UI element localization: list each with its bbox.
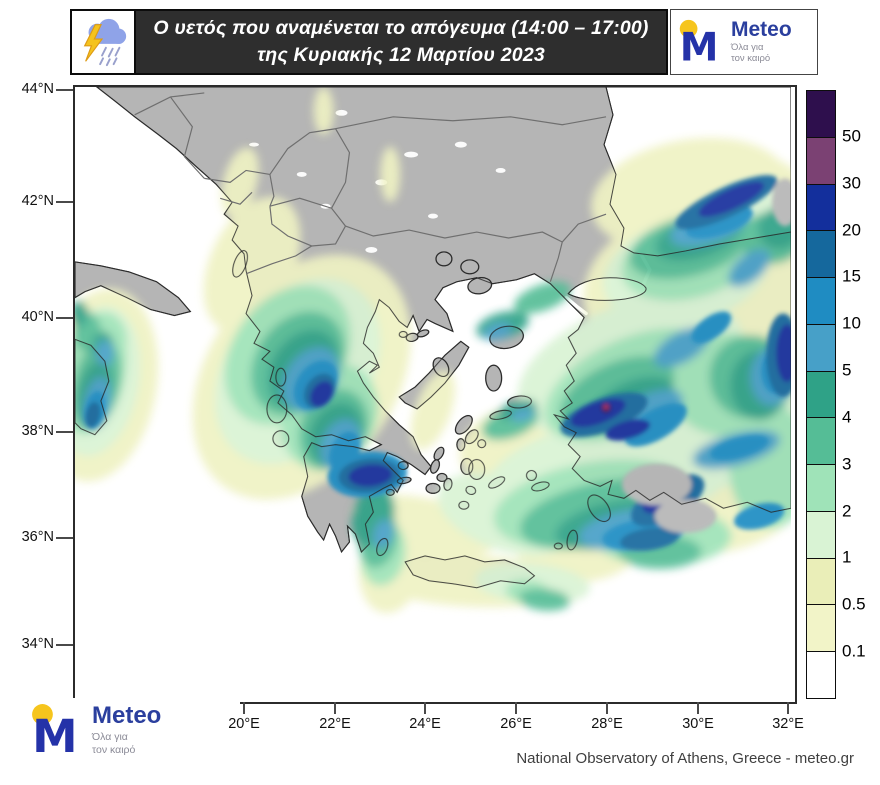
legend-segment	[807, 91, 835, 137]
latitude-label: 34°N	[21, 636, 54, 652]
legend-value: 50	[842, 126, 861, 146]
legend-segment	[807, 370, 835, 418]
legend-value: 1	[842, 548, 852, 568]
legend-value: 3	[842, 454, 852, 474]
map-frame	[73, 85, 797, 704]
legend-segment	[807, 323, 835, 371]
legend-value: 0.5	[842, 594, 866, 614]
longitude-tick	[697, 702, 699, 714]
precipitation-map	[75, 87, 791, 698]
legend-value: 2	[842, 501, 852, 521]
meteo-logo-text: Meteo Όλα για τον καιρό	[92, 702, 162, 756]
legend-value: 0.1	[842, 641, 866, 661]
legend-segment	[807, 604, 835, 652]
latitude-label: 42°N	[21, 193, 54, 209]
legend-segment	[807, 230, 835, 278]
title-line-1: Ο υετός που αναμένεται το απόγευμα (14:0…	[153, 17, 649, 40]
legend-segment	[807, 136, 835, 184]
legend-value: 5	[842, 360, 852, 380]
legend-segment	[807, 464, 835, 511]
legend-value: 10	[842, 313, 861, 333]
legend-segment	[807, 557, 835, 605]
meteo-monogram-icon: M	[679, 19, 719, 65]
longitude-label: 26°E	[500, 716, 532, 732]
longitude-tick	[424, 702, 426, 714]
latitude-label: 36°N	[21, 529, 54, 545]
meteo-monogram-icon: M	[32, 704, 78, 757]
logo-tagline: Όλα για τον καιρό	[92, 731, 136, 756]
longitude-label: 24°E	[409, 716, 441, 732]
longitude-label: 32°E	[772, 716, 804, 732]
longitude-label: 28°E	[591, 716, 623, 732]
longitude-tick	[515, 702, 517, 714]
legend-segment	[807, 277, 835, 324]
longitude-label: 22°E	[319, 716, 351, 732]
meteo-logo-bottom: M Meteo Όλα για τον καιρό	[26, 698, 240, 762]
longitude-tick	[606, 702, 608, 714]
svg-text:M: M	[680, 26, 719, 65]
latitude-tick	[56, 89, 73, 91]
legend-segment	[807, 510, 835, 558]
storm-cloud-lightning-icon	[83, 18, 127, 67]
latitude-label: 44°N	[21, 81, 54, 97]
longitude-label: 30°E	[682, 716, 714, 732]
legend-segment	[807, 183, 835, 231]
rain-peak-spot	[603, 404, 609, 410]
latitude-tick	[56, 537, 73, 539]
legend-segment	[807, 651, 835, 698]
legend-value: 4	[842, 407, 852, 427]
legend-value: 30	[842, 173, 861, 193]
dardanelles-strait	[564, 295, 588, 316]
dry-land-patches	[621, 178, 791, 534]
latitude-tick	[56, 201, 73, 203]
title-line-2: της Κυριακής 12 Μαρτίου 2023	[257, 44, 545, 66]
storm-icon-cell	[72, 11, 136, 73]
credit-text: National Observatory of Athens, Greece -…	[516, 750, 854, 767]
latitude-tick	[56, 431, 73, 433]
latitude-tick	[56, 317, 73, 319]
country-borders	[134, 92, 607, 282]
latitude-label: 38°N	[21, 423, 54, 439]
longitude-tick	[243, 702, 245, 714]
meteo-logo-top: M Meteo Όλα για τον καιρό	[670, 9, 818, 75]
longitude-tick	[787, 702, 789, 714]
legend-value: 20	[842, 220, 861, 240]
latitude-tick	[56, 644, 73, 646]
title-bar: Ο υετός που αναμένεται το απόγευμα (14:0…	[70, 9, 668, 75]
colorbar	[806, 90, 836, 699]
map-title: Ο υετός που αναμένεται το απόγευμα (14:0…	[136, 11, 666, 73]
meteo-logo-text: Meteo Όλα για τον καιρό	[731, 19, 792, 65]
logo-name: Meteo	[731, 18, 792, 42]
longitude-label: 20°E	[228, 716, 260, 732]
latitude-label: 40°N	[21, 309, 54, 325]
legend-segment	[807, 417, 835, 465]
legend-value: 15	[842, 266, 861, 286]
coastline-layer	[75, 87, 791, 589]
logo-name: Meteo	[92, 702, 162, 730]
longitude-tick	[334, 702, 336, 714]
logo-tagline: Όλα για τον καιρό	[731, 42, 771, 64]
svg-text:M: M	[32, 710, 77, 757]
